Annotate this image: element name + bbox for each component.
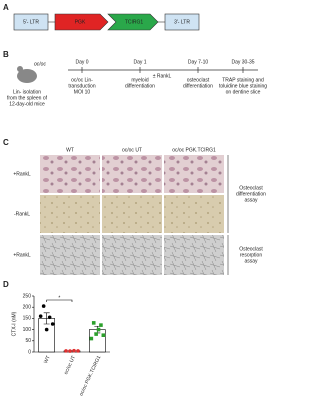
point bbox=[42, 304, 46, 308]
point bbox=[92, 321, 96, 325]
label: 5'- LTR bbox=[23, 19, 39, 25]
y-axis-label: CTX-I (nM) bbox=[11, 311, 17, 336]
label: MOI 10 bbox=[74, 89, 91, 95]
label: 12-day-old mice bbox=[9, 101, 45, 107]
mouse bbox=[17, 66, 23, 72]
label: on dentine slice bbox=[226, 89, 261, 95]
panel-label: D bbox=[3, 280, 9, 289]
panel-label: C bbox=[3, 138, 9, 147]
micrograph bbox=[164, 235, 224, 275]
y-tick-label: 100 bbox=[23, 327, 32, 333]
x-tick-label: oc/oc UT bbox=[63, 355, 77, 376]
row-label: +RankL bbox=[13, 252, 31, 258]
column-header: WT bbox=[66, 147, 74, 153]
micrograph bbox=[102, 235, 162, 275]
point bbox=[39, 314, 43, 318]
point bbox=[76, 349, 80, 353]
y-tick-label: 150 bbox=[23, 316, 32, 322]
day-label: Day 0 bbox=[75, 59, 88, 65]
x-tick-label: WT bbox=[43, 355, 52, 365]
y-tick-label: 200 bbox=[23, 305, 32, 311]
assay-label: assay bbox=[244, 197, 258, 203]
micrograph bbox=[40, 195, 100, 233]
assay-label: assay bbox=[244, 258, 258, 264]
point bbox=[68, 349, 72, 353]
y-tick-label: 0 bbox=[28, 349, 31, 355]
point bbox=[72, 349, 76, 353]
label: TCIRG1 bbox=[125, 19, 144, 25]
day-label: Day 7-10 bbox=[188, 59, 209, 65]
point bbox=[94, 332, 98, 336]
point bbox=[48, 315, 52, 319]
day-label: Day 1 bbox=[133, 59, 146, 65]
micrograph bbox=[102, 195, 162, 233]
row-label: -RankL bbox=[14, 211, 30, 217]
label: PGK bbox=[75, 19, 86, 25]
figure: A 5'- LTR PGK TCIRG1 3'- LTR B oc/oc C W… bbox=[0, 0, 275, 401]
label: differentiation bbox=[125, 83, 155, 89]
point bbox=[90, 337, 94, 341]
day-label: Day 30-35 bbox=[231, 59, 254, 65]
point bbox=[45, 328, 49, 332]
column-header: oc/oc UT bbox=[122, 147, 142, 153]
column-header: oc/oc PGK.TCIRG1 bbox=[172, 147, 216, 153]
point bbox=[102, 333, 106, 337]
row-label: +RankL bbox=[13, 171, 31, 177]
point bbox=[51, 322, 55, 326]
point bbox=[64, 349, 68, 353]
micrograph bbox=[164, 155, 224, 193]
label: 3'- LTR bbox=[174, 19, 190, 25]
y-tick-label: 50 bbox=[25, 338, 31, 344]
point bbox=[97, 328, 101, 332]
panel-label: B bbox=[3, 50, 9, 59]
point bbox=[99, 323, 103, 327]
label: ± RankL bbox=[153, 73, 172, 79]
panel-label: A bbox=[3, 3, 9, 12]
label: oc/oc bbox=[34, 61, 46, 67]
micrograph bbox=[164, 195, 224, 233]
y-tick-label: 250 bbox=[23, 293, 32, 299]
micrograph bbox=[40, 235, 100, 275]
micrograph bbox=[40, 155, 100, 193]
annotation: * bbox=[58, 295, 60, 301]
micrograph bbox=[102, 155, 162, 193]
x-tick-label: oc/oc PGK.TCIRG1 bbox=[78, 355, 102, 397]
label: differentiation bbox=[183, 83, 213, 89]
